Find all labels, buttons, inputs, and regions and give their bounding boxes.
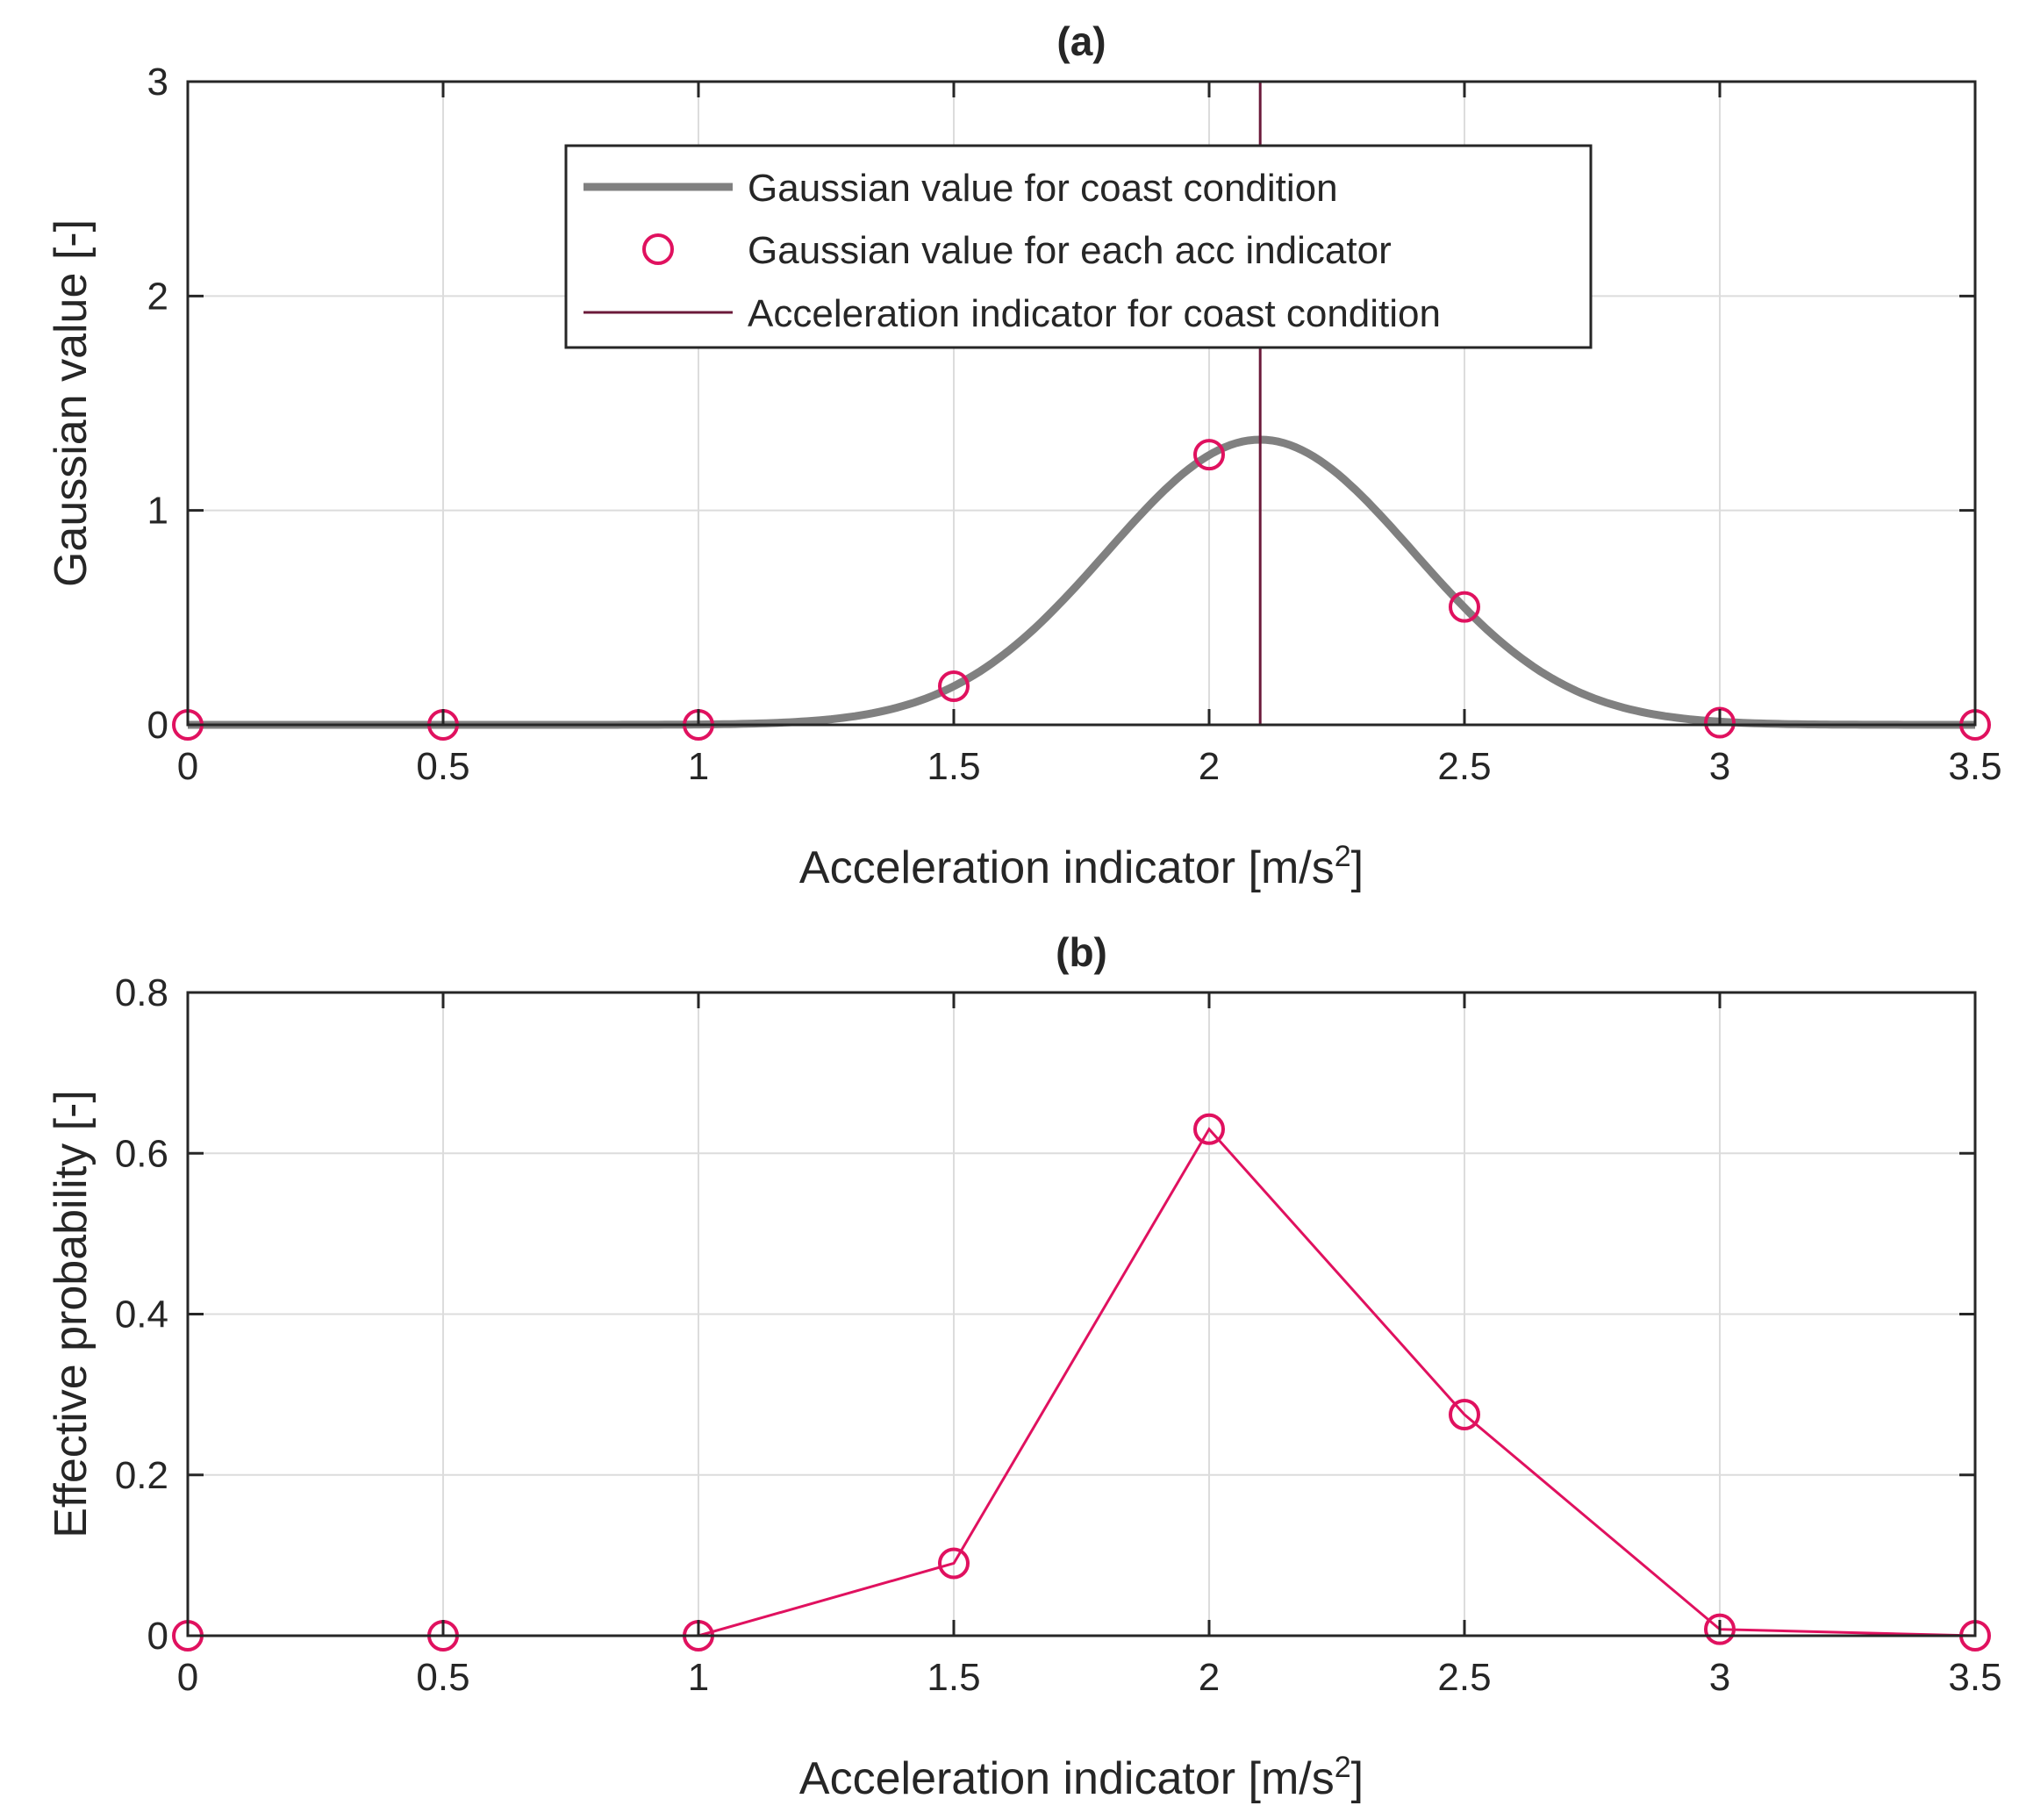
- probability-line: [188, 1127, 1976, 1637]
- y-tick-label: 0: [147, 704, 168, 747]
- y-tick-label: 0.6: [115, 1132, 168, 1175]
- legend-label-markers: Gaussian value for each acc indicator: [748, 229, 1392, 272]
- x-tick-label: 0.5: [416, 1656, 469, 1699]
- y-axis-label-b: Effective probability [-]: [46, 1090, 97, 1538]
- panel-b: 0 0.5 1 1.5 2 2.5 3 3.5 0 0.2 0.4 0.6 0.8 (b) Accele…: [46, 929, 2002, 1804]
- gaussian-curve: [188, 435, 1975, 729]
- data-point-marker: [1704, 706, 1736, 739]
- x-tick-label: 3.5: [1948, 1656, 2001, 1699]
- x-tick-label: 0.5: [416, 745, 469, 788]
- data-point-marker: [1193, 1113, 1225, 1145]
- y-tick-label: 0.2: [115, 1454, 168, 1497]
- data-point-marker: [938, 670, 970, 703]
- x-tick-label: 0: [177, 745, 198, 788]
- x-tick-label: 3: [1709, 1656, 1730, 1699]
- y-tick-label: 2: [147, 275, 168, 318]
- y-tick-label: 3: [147, 61, 168, 104]
- x-axis-label-b: Acceleration indicator [m/s2]: [799, 1751, 1364, 1804]
- data-point-marker: [1449, 591, 1480, 623]
- x-tick-label: 2.5: [1437, 1656, 1491, 1699]
- plot-area-b: [172, 1113, 1991, 1652]
- grid-b: [187, 992, 1976, 1637]
- chart-title-b: (b): [1056, 929, 1107, 975]
- ticks-b: 0 0.5 1 1.5 2 2.5 3 3.5 0 0.2 0.4 0.6 0.8: [115, 971, 2002, 1699]
- x-tick-label: 2: [1199, 1656, 1220, 1699]
- y-tick-label: 1: [147, 490, 168, 533]
- axes-frame-a: [186, 80, 1977, 727]
- y-tick-label: 0.4: [115, 1293, 168, 1336]
- x-tick-label: 1.5: [927, 1656, 980, 1699]
- data-point-marker: [1193, 439, 1225, 471]
- x-tick-label: 2.5: [1437, 745, 1491, 788]
- ticks-a: 0 0.5 1 1.5 2 2.5 3 3.5 0 1 2 3: [147, 61, 2002, 788]
- x-tick-label: 1: [688, 745, 709, 788]
- data-point-marker: [1449, 1399, 1480, 1431]
- x-tick-label: 3: [1709, 745, 1730, 788]
- x-tick-label: 1: [688, 1656, 709, 1699]
- x-tick-label: 0: [177, 1656, 198, 1699]
- y-axis-label-a: Gaussian value [-]: [46, 219, 97, 587]
- data-point-marker: [938, 1547, 970, 1580]
- x-tick-label: 1.5: [927, 745, 980, 788]
- x-tick-label: 3.5: [1948, 745, 2001, 788]
- x-tick-label: 2: [1199, 745, 1220, 788]
- y-tick-label: 0.8: [115, 971, 168, 1014]
- y-tick-label: 0: [147, 1615, 168, 1658]
- legend-swatch-marker: [642, 233, 674, 265]
- data-point-marker: [1704, 1613, 1736, 1645]
- panel-a: 0 0.5 1 1.5 2 2.5 3 3.5 0 1 2 3 (a) Acceleration in…: [46, 18, 2002, 893]
- legend-label-curve: Gaussian value for coast condition: [748, 167, 1338, 210]
- legend-label-vline: Acceleration indicator for coast conditi…: [748, 292, 1441, 335]
- legend-box: [564, 144, 1593, 349]
- legend: Gaussian value for coast condition Gauss…: [564, 144, 1593, 349]
- x-axis-label-a: Acceleration indicator [m/s2]: [799, 840, 1364, 893]
- chart-title-a: (a): [1056, 18, 1106, 64]
